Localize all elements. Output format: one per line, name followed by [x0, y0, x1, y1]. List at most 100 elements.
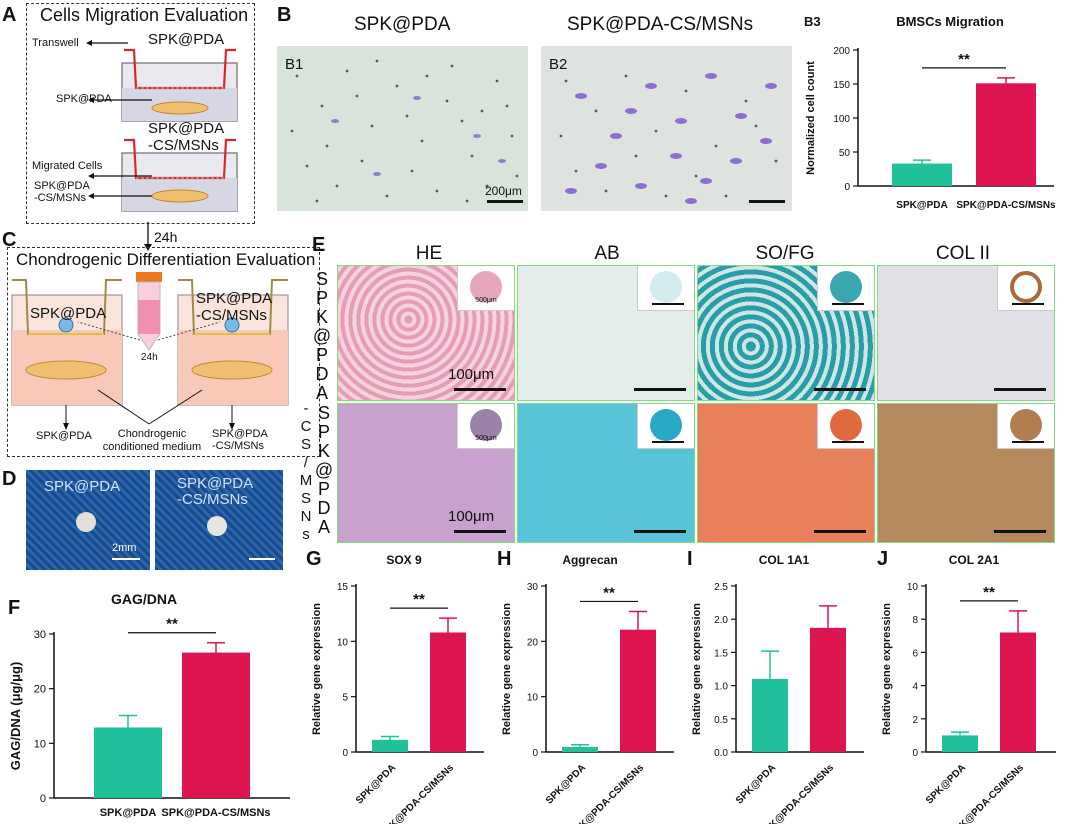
- spk-pda-label: SPK@PDA: [56, 93, 112, 105]
- panel-f-label: F: [8, 597, 21, 619]
- r2-let: P: [317, 422, 330, 442]
- y-tick-label: 5: [342, 693, 348, 704]
- b2-cells: [559, 73, 778, 204]
- transwell-diagram-a: [86, 40, 238, 212]
- d-left-sample: [76, 512, 96, 532]
- panel-j-label: J: [877, 548, 889, 570]
- d-right-sample: [207, 516, 227, 536]
- c-bottom-left: SPK@PDA: [36, 430, 92, 442]
- ab2-scale-bar: [634, 530, 686, 533]
- significance-marker: **: [166, 616, 178, 633]
- b2-label: B2: [549, 56, 568, 73]
- d-left-scale-bar: [112, 558, 140, 560]
- transwell-label: Transwell: [32, 37, 79, 49]
- significance-marker: **: [413, 591, 425, 608]
- inset-scale-text: 500μm: [475, 435, 497, 442]
- tissue-ab-spk: [517, 265, 695, 401]
- bar: [372, 739, 408, 752]
- spk-cs-line1: SPK@PDA: [34, 180, 90, 192]
- x-tick-label: SPK@PDA: [734, 762, 778, 806]
- y-tick-label: 10: [527, 693, 539, 704]
- bar: [94, 727, 162, 798]
- tissue-col2-cs: [877, 403, 1055, 543]
- b-title-right: SPK@PDA-CS/MSNs: [567, 14, 754, 35]
- d-left-label: SPK@PDA: [44, 478, 121, 495]
- photo-d-left: SPK@PDA 2mm: [26, 470, 150, 570]
- panel-d-label: D: [2, 468, 17, 490]
- bar: [1000, 632, 1036, 752]
- d-right-label: SPK@PDA -CS/MSNs: [177, 476, 253, 508]
- inset-disc: [830, 271, 862, 303]
- chondro-diagram: [11, 272, 289, 430]
- e-col-sofg: SO/FG: [755, 243, 815, 264]
- y-axis-label: Relative gene expression: [311, 603, 323, 735]
- r1-let: D: [315, 364, 329, 384]
- significance-marker: **: [983, 584, 995, 601]
- y-tick-label: 4: [912, 682, 918, 693]
- inset-he-spk: 500μm: [457, 266, 514, 311]
- photo-d-right: SPK@PDA -CS/MSNs: [155, 470, 283, 570]
- c-medium-label: Chondrogenic conditioned medium: [100, 428, 204, 454]
- x-tick-label: SPK@PDA: [544, 762, 588, 806]
- y-axis-label: Relative gene expression: [501, 603, 513, 735]
- tissue-sofg-spk: [697, 265, 875, 401]
- inset-ab-cs: [637, 404, 694, 449]
- he2-scale-text: 100μm: [448, 508, 495, 525]
- chart-h: Aggrecan Relative gene expression 0 10 20 30 S…: [501, 553, 674, 824]
- bar: [562, 747, 598, 752]
- inset-scale-text: 500μm: [475, 297, 497, 304]
- b1-scale-bar: [487, 200, 523, 203]
- e-col-he: HE: [415, 243, 443, 264]
- r2-pre: -: [303, 400, 309, 417]
- b2-scale-bar: [749, 200, 785, 203]
- y-tick-label: 100: [833, 114, 850, 125]
- bottom-sample-line2: -CS/MSNs: [148, 137, 219, 154]
- r2-pre: M: [299, 472, 313, 489]
- b1-scale-text: 200μm: [485, 184, 522, 198]
- he2-scale-bar: [454, 530, 506, 533]
- inset-disc: [650, 409, 682, 441]
- c-bottom-right: SPK@PDA -CS/MSNs: [212, 428, 268, 452]
- spk-cs-label: SPK@PDA -CS/MSNs: [34, 180, 90, 204]
- inset-ab-spk: [637, 266, 694, 311]
- d-right-line1: SPK@PDA: [177, 475, 254, 492]
- x-tick-label: SPK@PDA: [354, 762, 398, 806]
- inset-disc: [470, 409, 502, 441]
- tissue-col2-spk: [877, 265, 1055, 401]
- chart-title: COL 2A1: [949, 553, 1000, 567]
- y-tick-label: 200: [833, 46, 850, 57]
- panel-h-label: H: [497, 548, 512, 570]
- e-col-col2: COL II: [935, 243, 991, 264]
- y-tick-label: 2: [912, 715, 918, 726]
- inset-sofg-spk: [817, 266, 874, 311]
- tissue-sofg-cs: [697, 403, 875, 543]
- panel-a-title: Cells Migration Evaluation: [40, 5, 249, 25]
- panel-e-label: E: [312, 234, 326, 256]
- bar: [810, 627, 846, 752]
- y-tick-label: 6: [912, 648, 918, 659]
- tissue-he-cs: 500μm 100μm: [337, 403, 515, 543]
- inset-disc: [1010, 409, 1042, 441]
- panel-i-label: I: [687, 548, 693, 570]
- c-medium-line2: conditioned medium: [102, 441, 202, 453]
- y-tick-label: 1.5: [714, 648, 728, 659]
- bottom-sample-line1: SPK@PDA: [148, 120, 225, 137]
- x-tick-label: SPK@PDA: [896, 200, 947, 211]
- c-right-sample-line2: -CS/MSNs: [196, 307, 267, 324]
- y-tick-label: 50: [839, 148, 851, 159]
- chart-title: Aggrecan: [562, 553, 617, 567]
- inset-bar: [1012, 303, 1044, 305]
- bottom-sample-label: SPK@PDA -CS/MSNs: [148, 120, 224, 154]
- significance-marker: **: [958, 51, 970, 68]
- b1-cells: [290, 59, 519, 203]
- d-right-scale-bar: [249, 558, 275, 560]
- bar: [942, 735, 978, 752]
- micrograph-b2: B2: [541, 46, 792, 211]
- sofg-scale-bar: [814, 388, 866, 391]
- r2-let: A: [317, 517, 330, 537]
- x-tick-label: SPK@PDA: [100, 807, 157, 819]
- bar: [620, 629, 656, 752]
- x-tick-label: SPK@PDA: [924, 762, 968, 806]
- chart-f: GAG/DNA GAG/DNA (μg/μg) 0 10 20 30 SPK@PDA SPK@…: [8, 591, 290, 819]
- y-tick-label: 0: [912, 748, 918, 759]
